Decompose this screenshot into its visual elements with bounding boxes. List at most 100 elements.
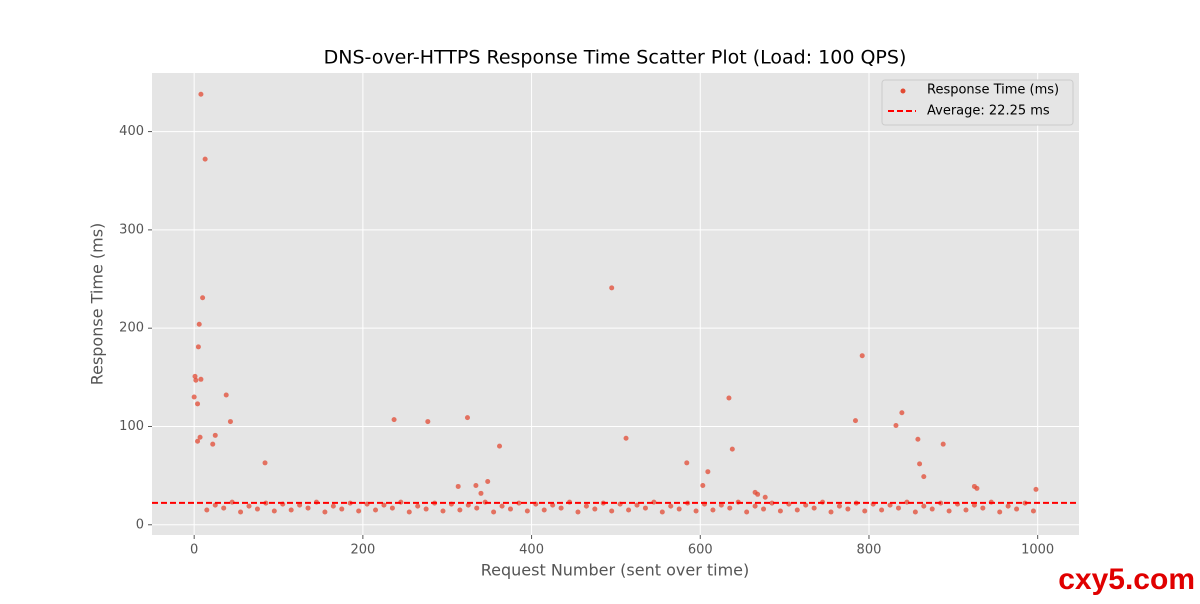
point — [668, 503, 674, 509]
point — [852, 418, 858, 424]
point — [223, 392, 229, 398]
point — [389, 505, 395, 511]
point — [425, 419, 431, 425]
point — [727, 505, 733, 511]
point — [457, 507, 463, 513]
point — [879, 507, 885, 513]
point — [197, 434, 203, 440]
point — [478, 490, 484, 496]
y-tick-label: 100 — [119, 419, 144, 434]
point — [777, 508, 783, 514]
point — [373, 507, 379, 513]
point — [623, 435, 629, 441]
point — [195, 401, 201, 407]
point — [464, 415, 470, 421]
point — [1033, 486, 1039, 492]
point — [609, 508, 615, 514]
point — [491, 509, 497, 515]
point — [499, 503, 505, 509]
point — [744, 509, 750, 515]
point — [406, 509, 412, 515]
x-axis-label: Request Number (sent over time) — [481, 561, 750, 580]
point — [700, 482, 706, 488]
point — [836, 503, 842, 509]
x-tick-label: 600 — [688, 543, 713, 558]
point — [769, 500, 775, 506]
point — [339, 506, 345, 512]
x-tick-label: 200 — [350, 543, 375, 558]
point — [391, 417, 397, 423]
point — [1014, 506, 1020, 512]
point — [761, 506, 767, 512]
point — [710, 507, 716, 513]
point — [246, 503, 252, 509]
point — [440, 508, 446, 514]
chart-title: DNS-over-HTTPS Response Time Scatter Plo… — [324, 47, 907, 69]
x-tick-label: 800 — [857, 543, 882, 558]
y-tick-label: 0 — [136, 517, 144, 532]
watermark: cxy5.com — [1058, 563, 1195, 596]
point — [198, 91, 204, 97]
point — [729, 446, 735, 452]
point — [200, 295, 206, 301]
point — [974, 485, 980, 491]
y-axis-label: Response Time (ms) — [88, 223, 107, 386]
point — [705, 469, 711, 475]
point — [859, 353, 865, 359]
point — [762, 494, 768, 500]
point — [845, 506, 851, 512]
point — [227, 419, 233, 425]
point — [921, 474, 927, 480]
x-tick-label: 0 — [190, 543, 198, 558]
legend-box — [881, 79, 1074, 126]
point — [684, 460, 690, 466]
point — [862, 508, 868, 514]
point — [626, 507, 632, 513]
point — [305, 505, 311, 511]
point — [642, 505, 648, 511]
x-tick-label: 1000 — [1021, 543, 1054, 558]
point — [929, 506, 935, 512]
point — [356, 508, 362, 514]
point — [195, 344, 201, 350]
point — [254, 506, 260, 512]
point — [915, 436, 921, 442]
point — [963, 507, 969, 513]
legend-marker — [900, 88, 906, 94]
plot-area — [152, 73, 1079, 535]
point — [558, 505, 564, 511]
point — [541, 507, 547, 513]
point — [752, 503, 758, 509]
point — [198, 376, 204, 382]
point — [828, 509, 834, 515]
point — [980, 505, 986, 511]
point — [912, 509, 918, 515]
point — [262, 460, 268, 466]
point — [191, 394, 197, 400]
point — [1030, 508, 1036, 514]
point — [583, 503, 589, 509]
point — [473, 482, 479, 488]
point — [507, 506, 513, 512]
point — [921, 503, 927, 509]
point — [524, 508, 530, 514]
point — [423, 506, 429, 512]
point — [192, 373, 198, 379]
point — [997, 509, 1003, 515]
point — [271, 508, 277, 514]
point — [516, 500, 522, 506]
point — [609, 285, 615, 291]
point — [455, 483, 461, 489]
point — [195, 438, 201, 444]
point — [1005, 503, 1011, 509]
point — [575, 509, 581, 515]
point — [330, 503, 336, 509]
point — [212, 432, 218, 438]
point — [474, 505, 480, 511]
point — [210, 441, 216, 447]
point — [322, 509, 328, 515]
y-tick-label: 300 — [119, 222, 144, 237]
point — [196, 321, 202, 327]
point — [221, 505, 227, 511]
